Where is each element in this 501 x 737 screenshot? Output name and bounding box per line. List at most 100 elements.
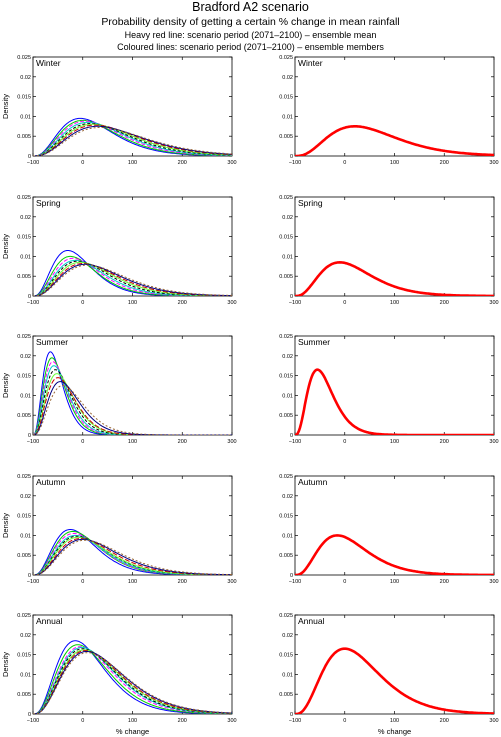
y-tick-label: 0 — [290, 573, 293, 579]
x-tick-label: 200 — [178, 718, 187, 724]
y-axis-label: Density — [1, 652, 10, 677]
member-line — [33, 123, 232, 156]
figure-title: Bradford A2 scenario — [192, 0, 309, 14]
plot-frame — [294, 56, 495, 157]
y-tick-label: 0.025 — [279, 195, 293, 201]
ensemble-mean-line — [295, 260, 494, 296]
y-tick-label: 0.015 — [279, 374, 293, 380]
x-tick-label: −100 — [27, 579, 39, 585]
y-tick-label: 0.015 — [17, 235, 31, 241]
y-tick-label: 0.005 — [17, 413, 31, 419]
x-tick-label: 200 — [178, 160, 187, 166]
plot-frame — [294, 196, 495, 297]
y-tick-label: 0.005 — [279, 274, 293, 280]
member-line — [33, 120, 232, 156]
x-tick-label: 0 — [81, 300, 84, 306]
x-tick-label: 200 — [440, 160, 449, 166]
member-line — [33, 650, 232, 714]
y-tick-label: 0.025 — [17, 334, 31, 340]
y-tick-label: 0.01 — [20, 672, 31, 678]
x-tick-label: −100 — [27, 300, 39, 306]
y-tick-label: 0.02 — [282, 75, 293, 81]
x-tick-label: 100 — [128, 439, 137, 445]
member-line — [33, 532, 232, 575]
y-tick-label: 0.025 — [279, 613, 293, 619]
x-tick-label: 100 — [128, 579, 137, 585]
y-tick-label: 0.02 — [282, 494, 293, 500]
member-line — [33, 257, 232, 296]
y-tick-label: 0.02 — [20, 633, 31, 639]
member-line — [33, 381, 232, 435]
member-line — [33, 365, 232, 435]
y-tick-label: 0.005 — [17, 134, 31, 140]
y-tick-label: 0.02 — [20, 494, 31, 500]
y-axis-label: Density — [1, 234, 10, 259]
member-line — [33, 361, 232, 435]
y-tick-label: 0.015 — [17, 374, 31, 380]
plot-frame — [294, 335, 495, 436]
y-tick-label: 0.005 — [17, 274, 31, 280]
x-tick-label: 300 — [489, 160, 498, 166]
season-label: Summer — [298, 337, 330, 347]
x-tick-label: −100 — [289, 439, 301, 445]
y-tick-label: 0.015 — [279, 514, 293, 520]
y-tick-label: 0.015 — [17, 653, 31, 659]
x-tick-label: 0 — [343, 439, 346, 445]
x-tick-label: −100 — [289, 718, 301, 724]
x-tick-label: 0 — [343, 160, 346, 166]
season-label: Annual — [36, 616, 63, 626]
y-tick-label: 0.005 — [279, 413, 293, 419]
member-line — [33, 119, 232, 156]
member-line — [33, 646, 232, 714]
y-tick-label: 0.01 — [20, 533, 31, 539]
season-label: Winter — [298, 58, 323, 68]
x-tick-label: 300 — [227, 160, 236, 166]
plot-frame — [294, 475, 495, 576]
plot-frame — [32, 475, 233, 576]
y-tick-label: 0.025 — [17, 474, 31, 480]
y-tick-label: 0.025 — [279, 334, 293, 340]
member-line — [33, 264, 232, 296]
x-tick-label: −100 — [27, 718, 39, 724]
member-line — [33, 650, 232, 714]
y-tick-label: 0.005 — [17, 692, 31, 698]
y-tick-label: 0.02 — [20, 75, 31, 81]
member-line — [33, 536, 232, 575]
x-tick-label: 100 — [128, 718, 137, 724]
x-tick-label: 100 — [390, 579, 399, 585]
ensemble-mean-line — [295, 368, 494, 435]
x-tick-label: 200 — [178, 300, 187, 306]
y-tick-label: 0.01 — [20, 254, 31, 260]
y-tick-label: 0.01 — [20, 393, 31, 399]
member-line — [33, 124, 232, 156]
y-tick-label: 0.01 — [282, 114, 293, 120]
y-tick-label: 0 — [28, 573, 31, 579]
season-label: Summer — [36, 337, 68, 347]
x-tick-label: 300 — [227, 300, 236, 306]
y-tick-label: 0 — [28, 294, 31, 300]
x-tick-label: 100 — [390, 160, 399, 166]
y-tick-label: 0.015 — [17, 95, 31, 101]
y-tick-label: 0 — [290, 712, 293, 718]
x-tick-label: 300 — [489, 300, 498, 306]
x-tick-label: 300 — [489, 579, 498, 585]
x-tick-label: 300 — [227, 439, 236, 445]
y-tick-label: 0.005 — [279, 553, 293, 559]
y-tick-label: 0.005 — [279, 692, 293, 698]
y-tick-label: 0 — [28, 433, 31, 439]
y-tick-label: 0.01 — [282, 254, 293, 260]
x-tick-label: 200 — [178, 439, 187, 445]
x-axis-label: % change — [378, 727, 411, 736]
member-line — [33, 384, 232, 435]
y-axis-label: Density — [1, 94, 10, 119]
y-tick-label: 0.005 — [279, 134, 293, 140]
y-tick-label: 0.015 — [17, 514, 31, 520]
x-tick-label: 100 — [390, 718, 399, 724]
